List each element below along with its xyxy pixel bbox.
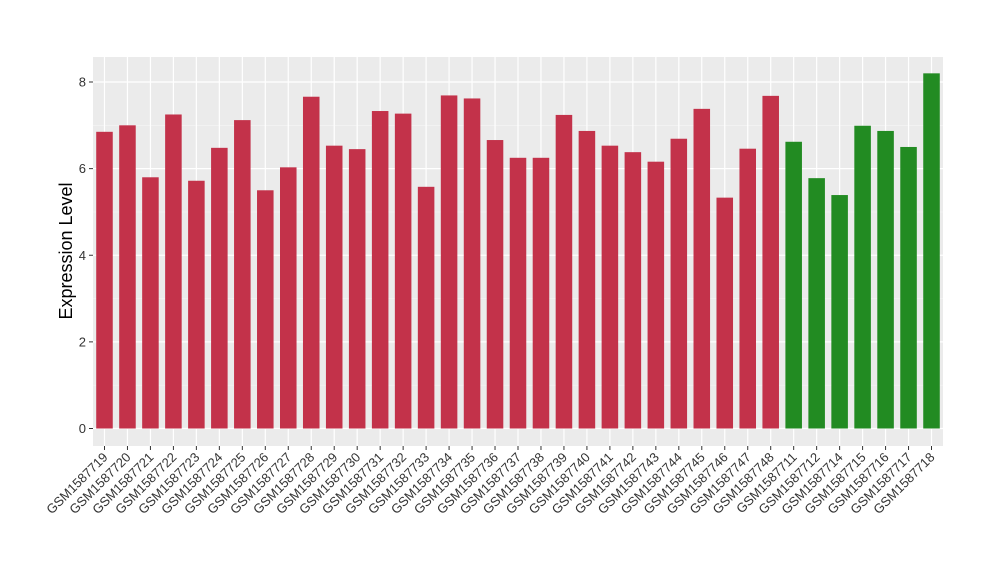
y-tick-label: 2 (79, 334, 86, 349)
bar-gsm1587724 (211, 147, 228, 429)
bar-gsm1587737 (509, 157, 527, 429)
bar-gsm1587726 (257, 190, 274, 429)
bar-gsm1587714 (831, 195, 848, 429)
bars (96, 73, 940, 429)
bar-gsm1587717 (900, 146, 917, 429)
bar-gsm1587712 (808, 178, 825, 429)
bar-gsm1587725 (234, 120, 251, 429)
bar-gsm1587723 (188, 180, 205, 429)
bar-gsm1587746 (716, 197, 734, 429)
y-axis: 0 2 4 6 8 (79, 75, 93, 436)
bar-gsm1587711 (785, 141, 802, 429)
bar-gsm1587739 (555, 114, 573, 429)
bar-gsm1587733 (417, 186, 435, 429)
bar-gsm1587721 (142, 177, 159, 429)
bar-gsm1587741 (601, 145, 619, 429)
bar-gsm1587748 (762, 95, 779, 429)
bar-gsm1587719 (96, 131, 113, 429)
bar-gsm1587745 (693, 108, 711, 429)
bar-gsm1587736 (486, 140, 504, 429)
bar-gsm1587740 (578, 130, 596, 429)
y-axis-title: Expression Level (56, 182, 76, 319)
bar-gsm1587715 (854, 125, 871, 429)
bar-gsm1587735 (463, 98, 481, 429)
bar-gsm1587747 (739, 148, 756, 429)
bar-gsm1587716 (877, 130, 894, 429)
bar-gsm1587728 (302, 96, 320, 429)
x-axis: GSM1587719GSM1587720GSM1587721GSM1587722… (43, 446, 938, 517)
bar-gsm1587720 (119, 125, 136, 429)
bar-gsm1587730 (348, 149, 366, 429)
bar-gsm1587727 (280, 167, 297, 429)
y-tick-label: 4 (79, 248, 86, 263)
y-tick-label: 0 (79, 421, 86, 436)
bar-gsm1587734 (440, 95, 458, 429)
bar-gsm1587731 (371, 111, 389, 429)
bar-gsm1587722 (165, 114, 182, 429)
bar-gsm1587743 (647, 161, 665, 429)
y-tick-label: 6 (79, 161, 86, 176)
y-tick-label: 8 (79, 75, 86, 90)
bar-gsm1587742 (624, 152, 642, 429)
bar-gsm1587744 (670, 138, 688, 429)
bar-gsm1587718 (923, 73, 940, 429)
bar-gsm1587738 (532, 157, 550, 429)
bar-gsm1587732 (394, 113, 412, 429)
bar-gsm1587729 (325, 145, 343, 429)
